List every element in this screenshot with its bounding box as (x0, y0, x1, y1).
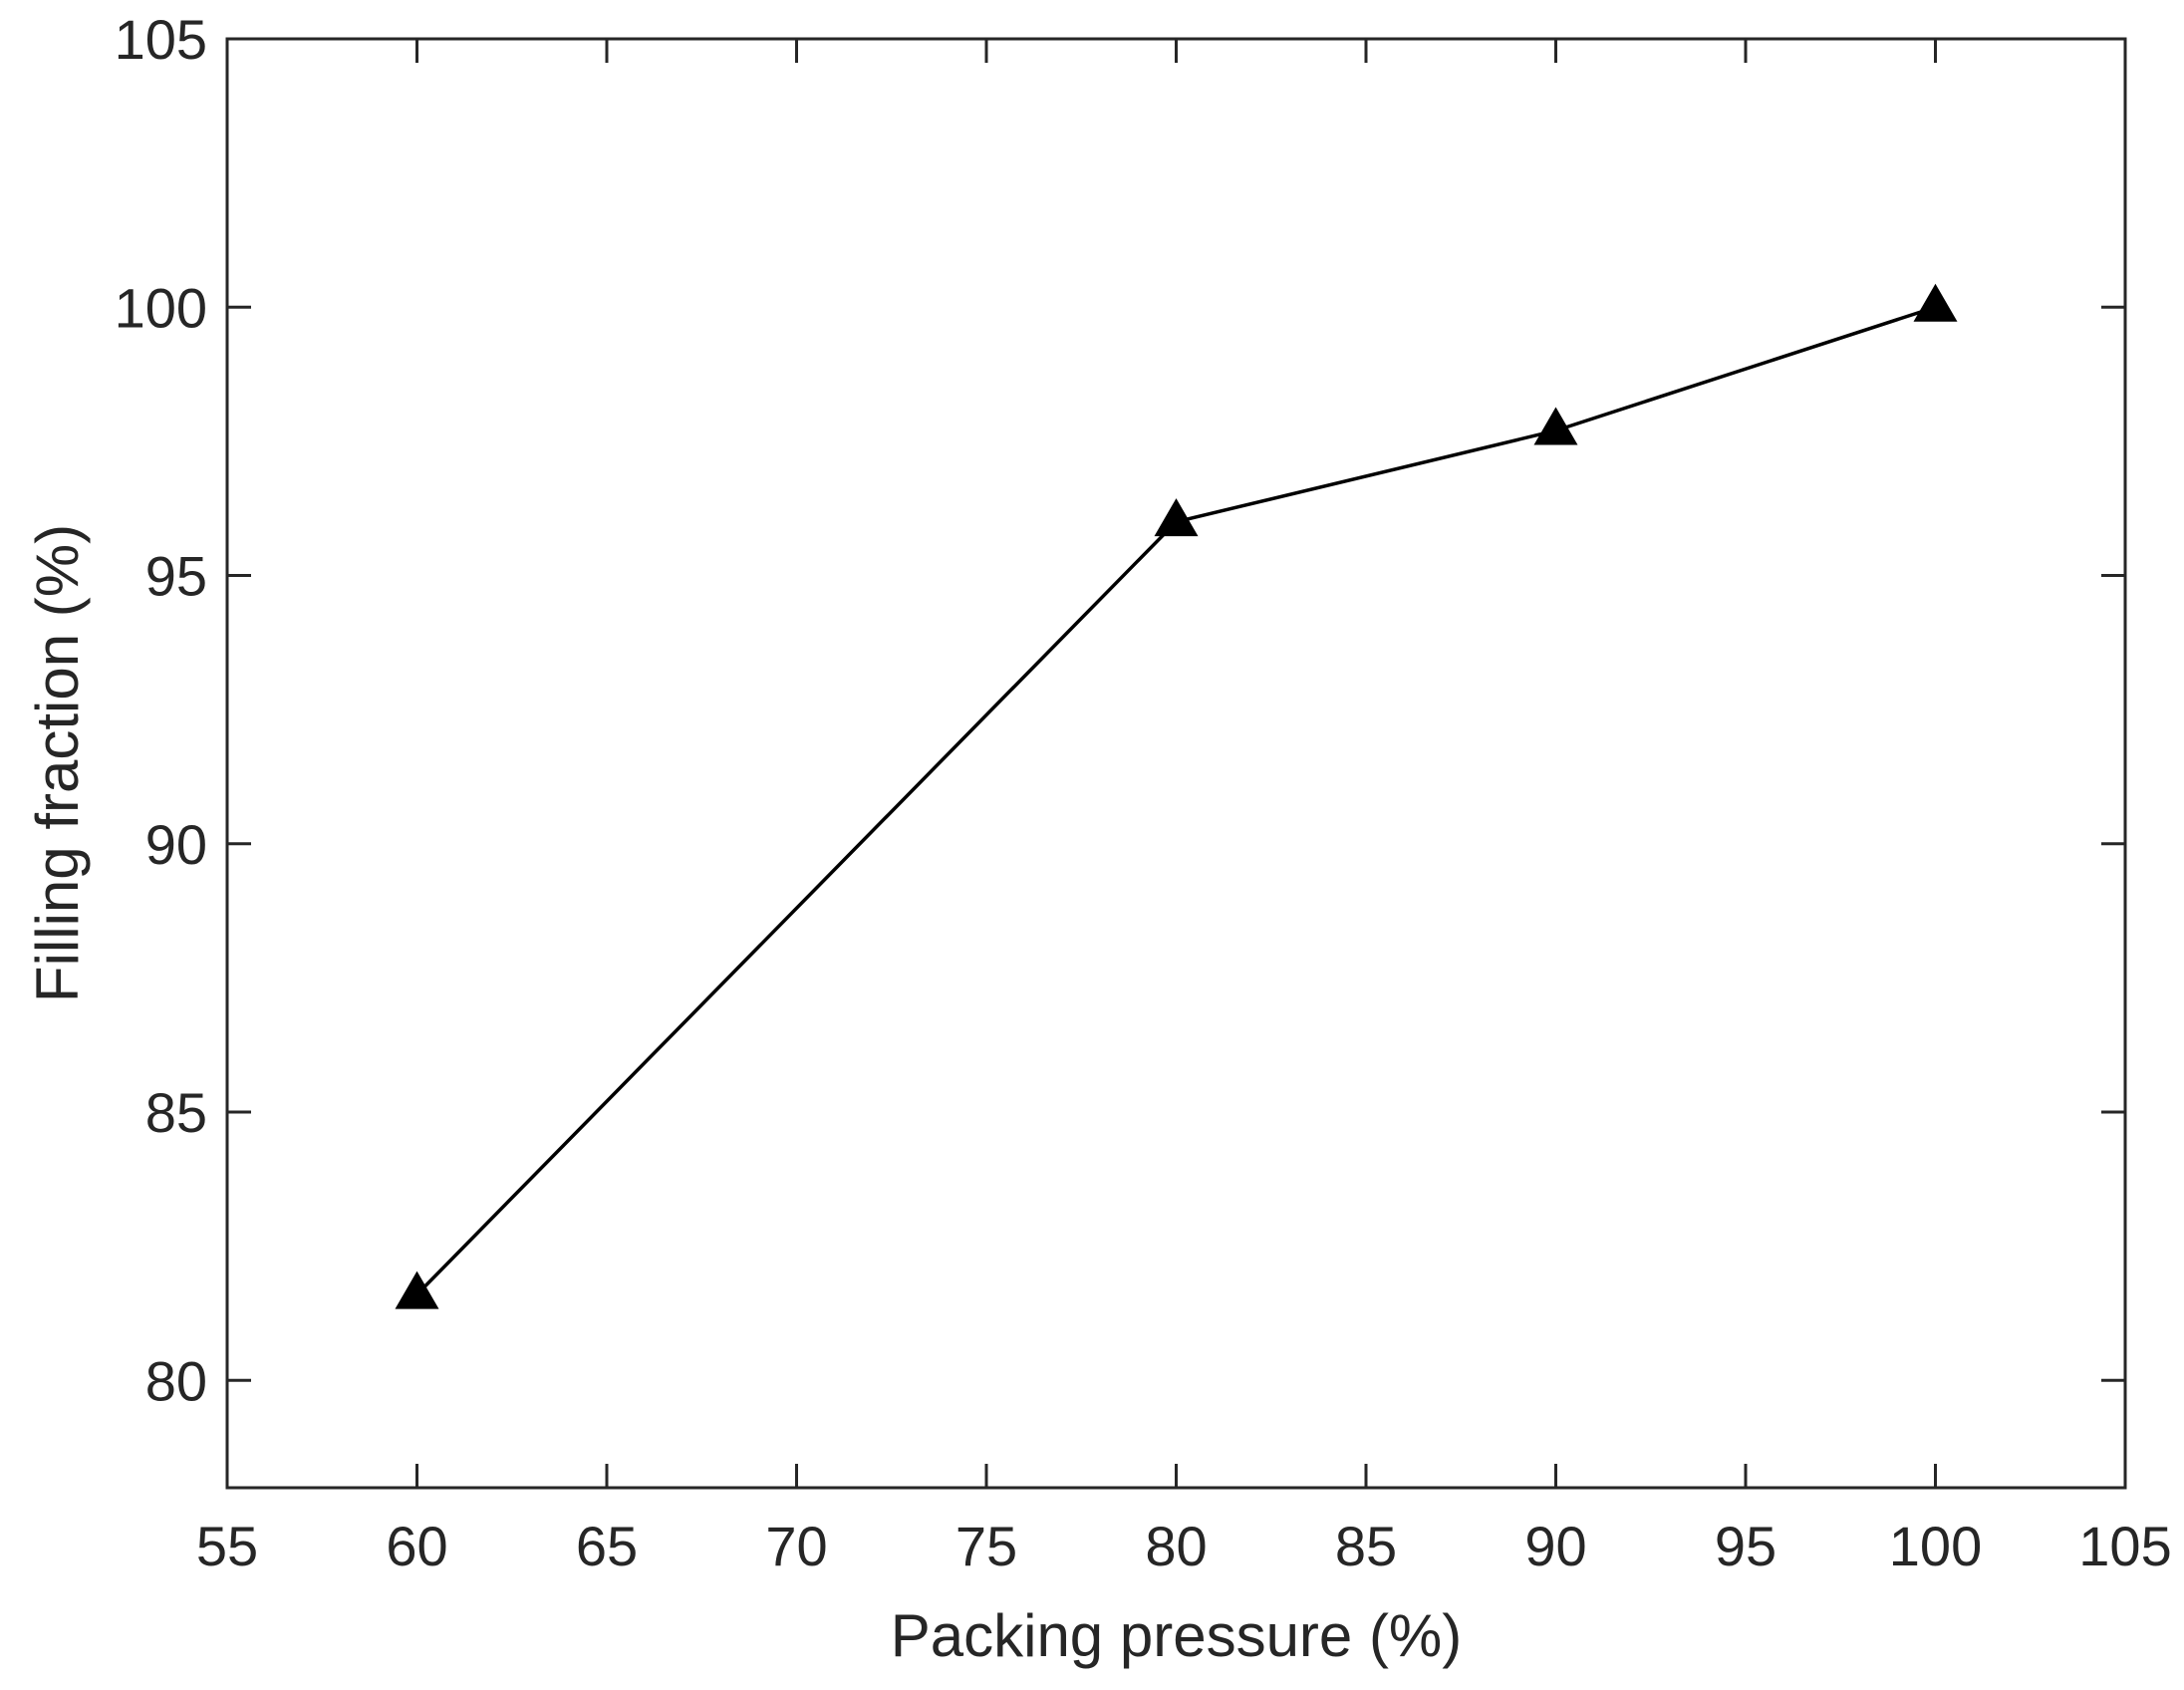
data-point-triangle (1913, 283, 1958, 322)
x-axis-ticks: 55 60 65 70 75 80 85 90 95 100 105 (196, 39, 2172, 1577)
data-point-triangle (1533, 407, 1578, 445)
x-tick-label: 105 (2078, 1515, 2171, 1577)
data-point-triangle (1154, 498, 1199, 537)
x-tick-label: 95 (1715, 1515, 1776, 1577)
x-tick-label: 55 (196, 1515, 258, 1577)
x-tick-label: 90 (1524, 1515, 1586, 1577)
x-tick-label: 60 (386, 1515, 447, 1577)
x-tick-label: 100 (1889, 1515, 1982, 1577)
y-axis-title: Filling fraction (%) (24, 524, 91, 1002)
x-tick-label: 80 (1145, 1515, 1207, 1577)
x-tick-label: 75 (956, 1515, 1017, 1577)
x-tick-label: 65 (576, 1515, 638, 1577)
x-tick-label: 70 (765, 1515, 827, 1577)
x-tick-label: 85 (1335, 1515, 1397, 1577)
y-tick-label: 85 (145, 1081, 207, 1144)
y-tick-label: 100 (115, 276, 207, 339)
series-line (415, 305, 1937, 1296)
plot-marks (395, 283, 1958, 1309)
y-tick-label: 80 (145, 1349, 207, 1412)
y-tick-label: 90 (145, 813, 207, 876)
y-tick-label: 95 (145, 545, 207, 608)
data-point-triangle (395, 1270, 439, 1309)
y-axis-ticks: 80 85 90 95 100 105 (115, 8, 2125, 1412)
x-axis-title: Packing pressure (%) (891, 1602, 1463, 1669)
y-tick-label: 105 (115, 8, 207, 71)
